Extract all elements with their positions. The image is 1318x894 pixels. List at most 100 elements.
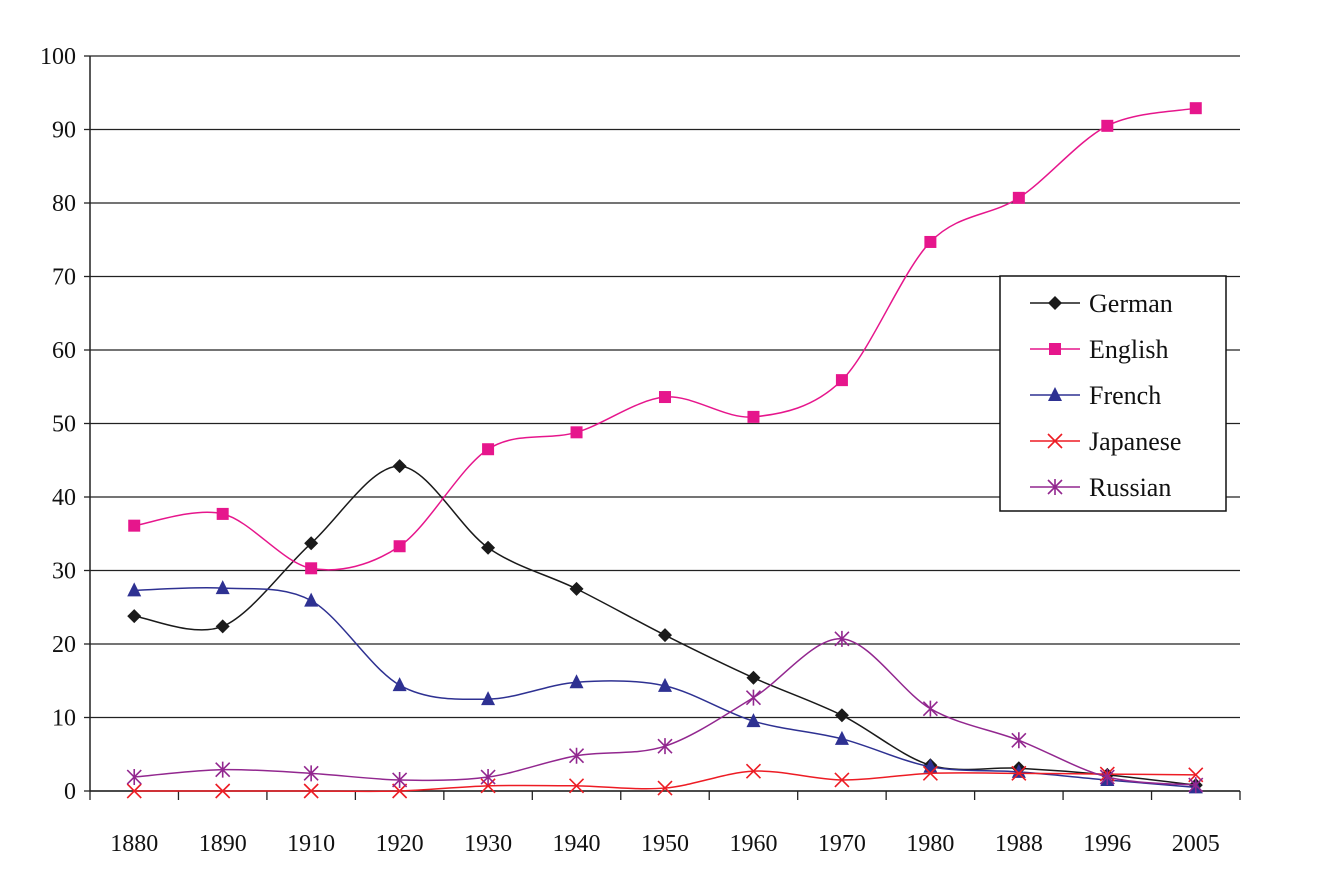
legend-label: Russian: [1089, 473, 1171, 502]
y-tick-label: 20: [52, 632, 76, 658]
series-line: [134, 638, 1196, 786]
x-tick-label: 1920: [376, 831, 424, 857]
x-marker: [303, 783, 319, 799]
square-marker: [570, 426, 583, 439]
y-tick-label: 50: [52, 412, 76, 438]
triangle-marker: [658, 677, 672, 692]
diamond-marker: [304, 536, 319, 551]
legend-label: English: [1089, 335, 1168, 364]
star-marker: [126, 769, 142, 786]
x-axis: 1880 1890 1910 1920 1930 1940 1950 1960 1970 1980…: [89, 790, 1241, 857]
square-marker: [835, 374, 848, 387]
star-marker: [568, 747, 585, 764]
y-tick-label: 80: [52, 191, 76, 217]
x-marker: [1047, 433, 1063, 449]
diamond-marker: [746, 670, 761, 685]
y-tick-label: 10: [52, 706, 76, 732]
x-tick-label: 1880: [110, 831, 158, 857]
x-marker: [215, 783, 231, 799]
x-tick-label: 1970: [818, 831, 866, 857]
x-marker: [657, 780, 673, 796]
triangle-marker: [392, 677, 407, 692]
x-tick-label: 2005: [1172, 831, 1220, 857]
square-marker: [924, 235, 937, 248]
triangle-marker: [569, 674, 584, 689]
square-marker: [305, 562, 318, 575]
y-tick-label: 70: [52, 265, 76, 291]
square-marker: [1189, 102, 1202, 115]
triangle-marker: [127, 582, 142, 597]
y-axis: 0 10 20 30 40 50 60 70 80 90 100: [40, 44, 91, 805]
triangle-marker: [1011, 763, 1026, 778]
triangle-marker: [215, 580, 230, 595]
x-tick-label: 1890: [199, 831, 247, 857]
x-tick-label: 1996: [1083, 831, 1131, 857]
triangle-marker: [304, 592, 319, 607]
x-marker: [745, 763, 762, 779]
y-tick-label: 30: [52, 559, 76, 585]
star-marker: [303, 765, 319, 782]
star-marker: [1188, 777, 1204, 794]
x-tick-label: 1980: [906, 831, 954, 857]
star-marker: [392, 771, 408, 788]
series-french: [127, 580, 1203, 794]
legend-label: Japanese: [1089, 427, 1181, 456]
star-marker: [1011, 732, 1027, 749]
series-group: [126, 102, 1204, 799]
x-tick-label: 1930: [464, 831, 512, 857]
x-tick-label: 1950: [641, 831, 689, 857]
square-marker: [393, 540, 406, 553]
diamond-marker: [127, 609, 142, 624]
square-marker: [1012, 191, 1025, 204]
legend: German English French Japanese Russian: [999, 275, 1227, 512]
diamond-marker: [1048, 296, 1062, 310]
legend-item: Japanese: [1030, 427, 1181, 456]
square-marker: [216, 507, 229, 520]
star-marker: [922, 700, 938, 717]
legend-item: English: [1030, 335, 1168, 364]
x-tick-label: 1988: [995, 831, 1043, 857]
star-marker: [657, 738, 673, 755]
y-tick-label: 40: [52, 485, 76, 511]
square-marker: [747, 410, 760, 423]
x-marker: [834, 772, 850, 788]
triangle-marker: [834, 730, 849, 745]
square-marker: [482, 443, 495, 456]
x-tick-label: 1910: [287, 831, 335, 857]
triangle-marker: [1048, 387, 1062, 401]
legend-item: German: [1030, 289, 1173, 318]
x-marker: [568, 778, 585, 794]
x-marker: [1011, 765, 1027, 781]
star-marker: [480, 769, 496, 786]
star-marker: [1099, 769, 1115, 786]
x-marker: [126, 783, 142, 799]
x-marker: [922, 765, 938, 781]
x-tick-label: 1960: [729, 831, 777, 857]
triangle-marker: [746, 713, 761, 728]
y-tick-label: 60: [52, 338, 76, 364]
star-marker: [745, 689, 762, 706]
y-tick-label: 0: [64, 779, 76, 805]
diamond-marker: [481, 540, 496, 555]
square-marker: [1101, 119, 1114, 132]
square-marker: [128, 519, 141, 532]
star-marker: [1047, 479, 1063, 495]
square-marker: [1049, 343, 1061, 355]
triangle-marker: [481, 691, 496, 706]
star-marker: [215, 761, 231, 778]
diamond-marker: [834, 708, 849, 723]
diamond-marker: [569, 581, 584, 596]
series-russian: [126, 630, 1204, 794]
legend-label: French: [1089, 381, 1161, 410]
grid-lines: [90, 55, 1240, 792]
star-marker: [834, 630, 850, 647]
diamond-marker: [215, 619, 230, 634]
square-marker: [659, 391, 671, 404]
legend-item: Russian: [1030, 473, 1171, 502]
y-tick-label: 100: [40, 44, 76, 70]
x-tick-label: 1940: [553, 831, 601, 857]
diamond-marker: [658, 628, 672, 643]
series-english: [128, 102, 1202, 575]
series-line: [134, 465, 1196, 786]
